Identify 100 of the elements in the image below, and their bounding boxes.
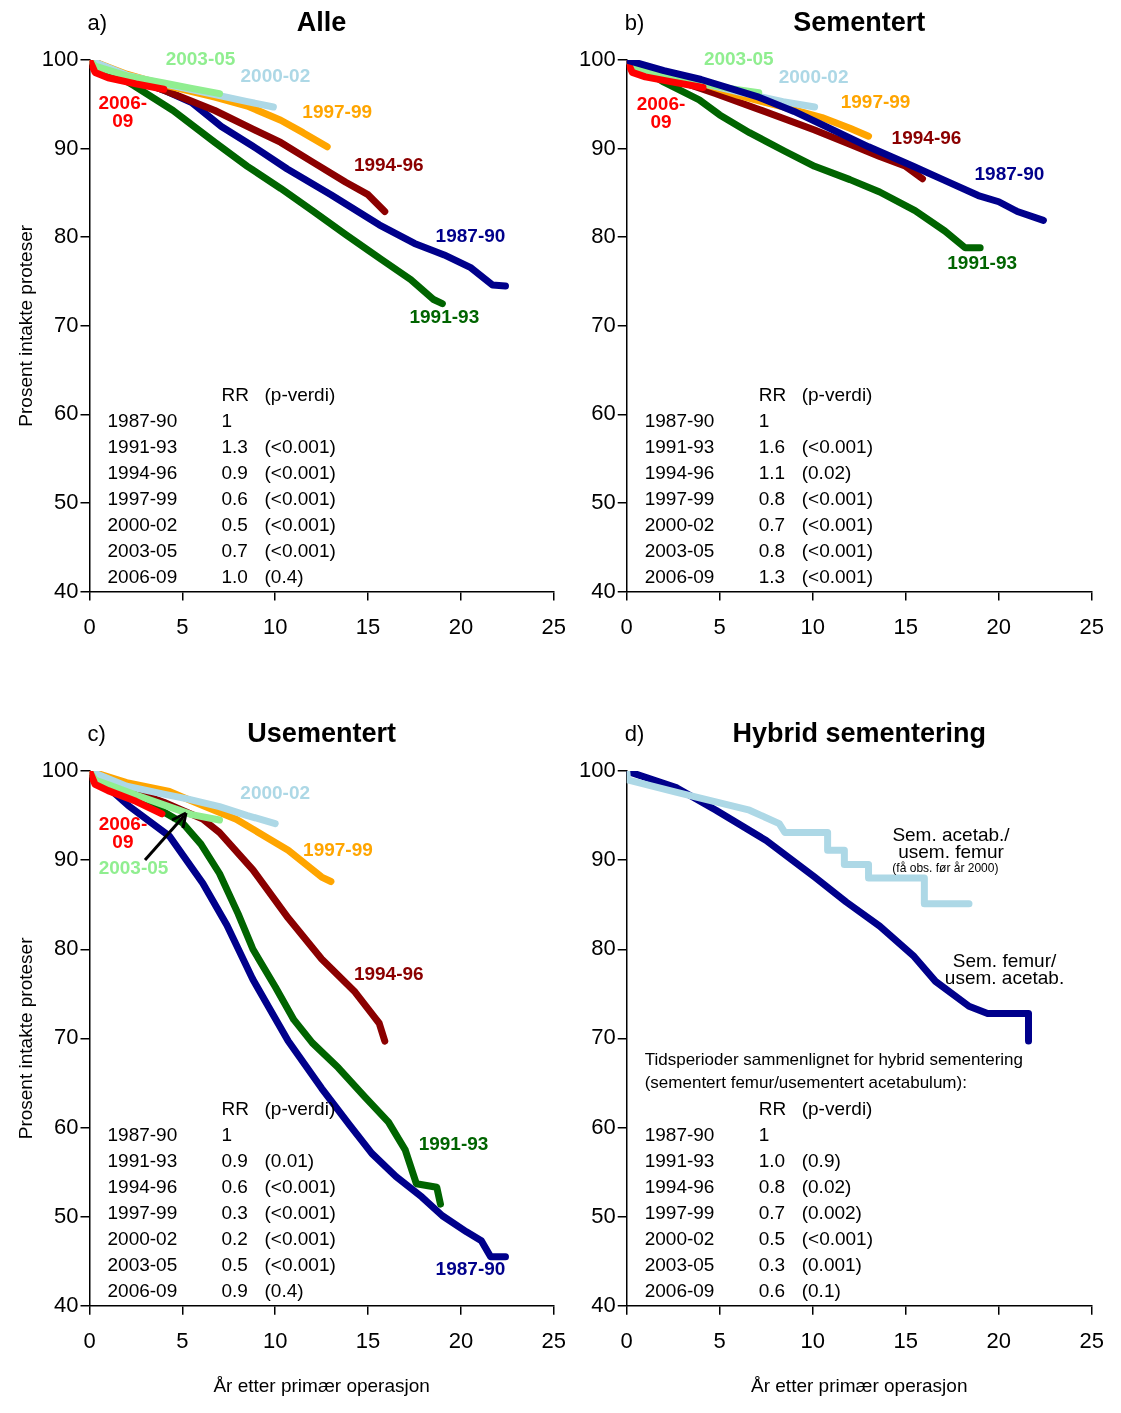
y-tick-label: 50	[591, 489, 616, 515]
series-label: 1997-99	[840, 91, 911, 113]
series-label: 1997-99	[303, 838, 373, 860]
text: 2000-02 0.5 (<0.001)	[107, 513, 336, 535]
x-tick-label: 20	[448, 1328, 474, 1354]
annotation: (sementert femur/usementert acetabulum):	[644, 1073, 967, 1093]
chart-title: Usementert	[247, 718, 396, 749]
series-label: 1994-96	[891, 126, 962, 148]
y-tick-label: 80	[591, 223, 616, 249]
x-tick-label: 5	[713, 613, 726, 639]
y-tick-label: 100	[41, 46, 79, 72]
y-tick-label: 50	[54, 489, 79, 515]
x-axis-title: År etter primær operasjon	[213, 1374, 430, 1396]
y-tick-label: 60	[591, 1113, 616, 1139]
x-tick-label: 25	[541, 613, 567, 639]
y-tick-label: 60	[54, 1113, 79, 1139]
annotation: RR (p-verdi)	[758, 1098, 873, 1120]
y-tick-label: 100	[578, 46, 616, 72]
y-tick-label: 50	[591, 1202, 616, 1228]
y-tick-label: 70	[591, 1024, 616, 1050]
series-label: 1991-93	[947, 252, 1018, 274]
x-tick-label: 0	[83, 613, 96, 639]
y-tick-label: 60	[591, 400, 616, 426]
y-tick-label: 70	[54, 311, 79, 337]
y-tick-label: 40	[591, 577, 616, 603]
chart-title: Alle	[296, 7, 347, 38]
text: 1991-93 1.0 (0.9)	[644, 1150, 841, 1172]
text: 1997-99 0.7 (0.002)	[644, 1202, 862, 1224]
y-tick-label: 80	[54, 935, 79, 961]
x-tick-label: 10	[800, 613, 825, 639]
x-tick-label: 25	[1079, 613, 1105, 639]
text: 1991-93 1.3 (<0.001)	[107, 435, 336, 457]
x-tick-label: 25	[541, 1328, 567, 1354]
text: 2003-05 0.8 (<0.001)	[644, 539, 873, 561]
series-label: 1987-90	[435, 225, 506, 247]
series-label: 1997-99	[302, 101, 373, 123]
text: 1994-96 0.9 (<0.001)	[107, 461, 336, 483]
text: 1987-90 1	[107, 1124, 233, 1146]
text: 2006-09 0.9 (0.4)	[107, 1280, 304, 1302]
y-tick-label: 40	[591, 1291, 616, 1317]
x-tick-label: 15	[355, 1328, 381, 1354]
text: 2000-02 0.2 (<0.001)	[107, 1228, 336, 1250]
text: 1991-93 1.6 (<0.001)	[644, 435, 873, 457]
y-tick-label: 90	[591, 846, 616, 872]
y-tick-label: 40	[54, 577, 79, 603]
x-tick-label: 20	[986, 613, 1011, 639]
series-label: 2006- 09	[98, 813, 148, 853]
text: 2003-05 0.7 (<0.001)	[107, 539, 336, 561]
series-label: Sem. acetab./ usem. femur	[892, 823, 1011, 862]
chart-subtitle: a)	[87, 10, 108, 36]
x-tick-label: 5	[176, 613, 189, 639]
chart-title: Hybrid sementering	[732, 718, 987, 749]
annotation: RR (p-verdi)	[221, 1098, 336, 1120]
text: 2003-05 0.3 (0.001)	[644, 1254, 862, 1276]
x-axis-title: År etter primær operasjon	[751, 1374, 968, 1396]
x-tick-label: 25	[1079, 1328, 1105, 1354]
chart-subtitle: c)	[87, 721, 106, 747]
x-tick-label: 15	[355, 613, 381, 639]
annotation: RR (p-verdi)	[221, 383, 336, 405]
chart-subtitle: b)	[624, 10, 645, 36]
y-tick-label: 100	[578, 757, 616, 783]
series-label: 2006- 09	[636, 92, 686, 132]
text: 1987-90 1	[107, 409, 233, 431]
y-tick-label: 100	[41, 757, 79, 783]
x-tick-label: 0	[83, 1328, 96, 1354]
y-tick-label: 80	[591, 935, 616, 961]
chart-title: Sementert	[793, 7, 926, 38]
x-tick-label: 10	[262, 613, 288, 639]
y-tick-label: 50	[54, 1202, 79, 1228]
series-label: 1994-96	[353, 963, 424, 985]
x-tick-label: 0	[620, 613, 633, 639]
y-axis-title: Prosent intakte proteser	[14, 224, 36, 427]
x-tick-label: 10	[262, 1328, 288, 1354]
series-label: 1994-96	[353, 153, 424, 175]
series-label: 1991-93	[418, 1133, 489, 1155]
chart-subtitle: d)	[624, 721, 645, 747]
annotation: (få obs. før år 2000)	[892, 860, 999, 875]
text: 1997-99 0.6 (<0.001)	[107, 487, 336, 509]
y-tick-label: 90	[54, 846, 79, 872]
series-label: 1987-90	[435, 1258, 506, 1280]
series-label: 2000-02	[778, 66, 849, 88]
text: 2003-05	[98, 857, 169, 879]
series-label: 1987-90	[974, 162, 1045, 184]
series-label: Sem. femur/ usem. acetab.	[944, 949, 1065, 988]
text: 2003-05 0.5 (<0.001)	[107, 1254, 336, 1276]
text: 2000-02 0.5 (<0.001)	[644, 1228, 873, 1250]
text: 2006-09 1.0 (0.4)	[107, 565, 304, 587]
x-tick-label: 20	[448, 613, 474, 639]
y-tick-label: 90	[591, 134, 616, 160]
text: 1987-90 1	[644, 1124, 770, 1146]
y-tick-label: 60	[54, 400, 79, 426]
y-tick-label: 80	[54, 223, 79, 249]
y-tick-label: 90	[54, 134, 79, 160]
x-tick-label: 20	[986, 1328, 1011, 1354]
text: 2006-09 1.3 (<0.001)	[644, 565, 873, 587]
x-tick-label: 15	[893, 1328, 918, 1354]
series-label: 2000-02	[240, 65, 311, 87]
series-label: 2000-02	[240, 781, 311, 803]
y-tick-label: 70	[54, 1024, 79, 1050]
annotation: Tidsperioder sammenlignet for hybrid sementering	[644, 1050, 1023, 1070]
